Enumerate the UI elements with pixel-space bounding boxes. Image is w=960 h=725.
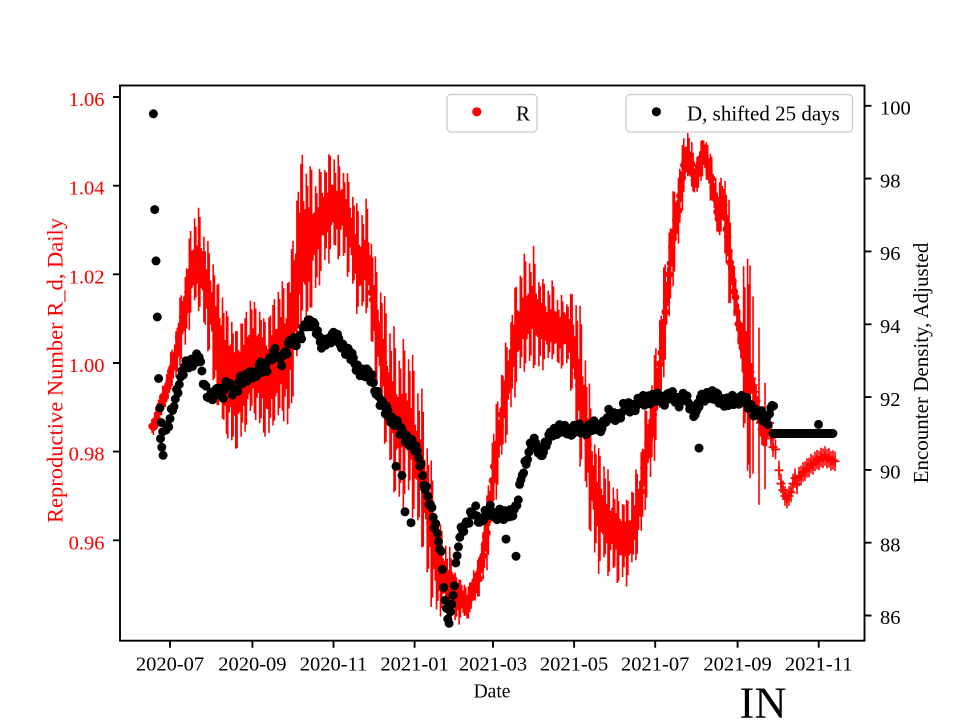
svg-text:92: 92: [880, 389, 901, 411]
svg-text:86: 86: [880, 607, 901, 629]
svg-text:2020-11: 2020-11: [300, 654, 368, 676]
svg-text:R: R: [516, 102, 530, 126]
svg-text:88: 88: [880, 534, 901, 556]
svg-text:90: 90: [880, 462, 901, 484]
svg-text:96: 96: [880, 243, 901, 265]
svg-text:1.04: 1.04: [69, 178, 105, 200]
svg-text:1.06: 1.06: [69, 89, 105, 111]
svg-text:2021-01: 2021-01: [380, 654, 448, 676]
svg-text:IN: IN: [740, 678, 787, 721]
svg-text:98: 98: [880, 170, 901, 192]
svg-text:100: 100: [880, 98, 911, 120]
svg-text:2021-09: 2021-09: [703, 654, 771, 676]
svg-text:2021-07: 2021-07: [621, 654, 689, 676]
svg-text:Reproductive Number R_d, Daily: Reproductive Number R_d, Daily: [43, 217, 68, 523]
svg-text:0.98: 0.98: [69, 444, 105, 466]
svg-text:2021-05: 2021-05: [540, 654, 608, 676]
svg-text:D, shifted 25 days: D, shifted 25 days: [687, 102, 840, 126]
svg-text:1.02: 1.02: [69, 266, 105, 288]
svg-text:Encounter Density, Adjusted: Encounter Density, Adjusted: [909, 242, 933, 483]
svg-text:0.96: 0.96: [69, 532, 105, 554]
svg-text:2021-03: 2021-03: [459, 654, 527, 676]
svg-text:94: 94: [880, 316, 901, 338]
svg-text:2020-09: 2020-09: [218, 654, 286, 676]
svg-text:1.00: 1.00: [69, 355, 105, 377]
svg-text:Date: Date: [474, 682, 511, 703]
svg-text:2021-11: 2021-11: [785, 654, 853, 676]
svg-text:2020-07: 2020-07: [136, 654, 204, 676]
